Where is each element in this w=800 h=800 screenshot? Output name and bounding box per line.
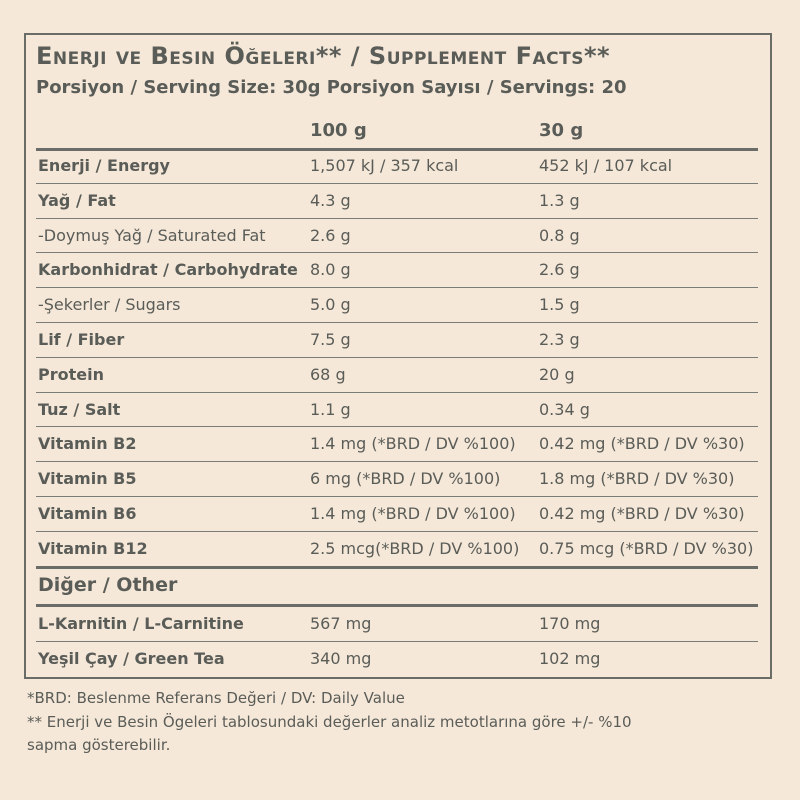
table-row: Vitamin B2 1.4 mg (*BRD / DV %100) 0.42 mg… <box>36 427 758 461</box>
value-100g: 7.5 g <box>310 330 351 349</box>
nutrient-label: Enerji / Energy <box>38 156 170 175</box>
table-row: Vitamin B6 1.4 mg (*BRD / DV %100) 0.42 mg… <box>36 497 758 531</box>
nutrient-label: -Şekerler / Sugars <box>38 295 181 315</box>
table-row: Protein 68 g 20 g <box>36 358 758 392</box>
row-divider <box>36 252 758 254</box>
table-row: Enerji / Energy 1,507 kJ / 357 kcal 452 kJ… <box>36 149 758 183</box>
value-30g: 102 mg <box>539 649 601 668</box>
value-30g: 170 mg <box>539 614 601 633</box>
table-row: Karbonhidrat / Carbohydrate 8.0 g 2.6 g <box>36 253 758 287</box>
row-divider <box>36 641 758 642</box>
value-30g: 452 kJ / 107 kcal <box>539 156 673 175</box>
row-divider <box>36 182 758 184</box>
table-end-divider <box>36 566 758 569</box>
nutrient-label: Vitamin B2 <box>38 434 137 454</box>
value-30g: 1.8 mg (*BRD / DV %30) <box>539 469 735 489</box>
table-row: Yeşil Çay / Green Tea 340 mg 102 mg <box>36 642 758 676</box>
footnote-tolerance: ** Enerji ve Besin Ögeleri tablosundaki … <box>27 713 632 731</box>
value-100g: 340 mg <box>310 649 372 668</box>
value-100g: 2.5 mcg(*BRD / DV %100) <box>310 538 520 558</box>
value-30g: 0.75 mcg (*BRD / DV %30) <box>539 538 754 558</box>
table-row: -Şekerler / Sugars 5.0 g 1.5 g <box>36 288 758 322</box>
value-100g: 68 g <box>310 364 346 384</box>
row-divider <box>36 356 758 358</box>
nutrient-label: L-Karnitin / L-Carnitine <box>38 614 244 633</box>
value-30g: 0.34 g <box>539 399 590 419</box>
nutrient-label: Vitamin B5 <box>38 469 137 489</box>
supplement-facts-panel <box>24 33 772 679</box>
value-30g: 2.3 g <box>539 330 580 349</box>
nutrient-label: Yeşil Çay / Green Tea <box>38 649 225 668</box>
footnote-brd: *BRD: Beslenme Referans Değeri / DV: Dai… <box>27 689 405 707</box>
column-header-100g: 100 g <box>310 120 367 141</box>
value-100g: 1.4 mg (*BRD / DV %100) <box>310 434 516 454</box>
other-section-title: Diğer / Other <box>38 574 178 596</box>
value-100g: 1,507 kJ / 357 kcal <box>310 156 459 175</box>
value-30g: 20 g <box>539 364 575 384</box>
row-divider <box>36 426 758 428</box>
footnote-tolerance-cont: sapma gösterebilir. <box>27 736 171 754</box>
value-30g: 0.42 mg (*BRD / DV %30) <box>539 504 745 523</box>
column-header-30g: 30 g <box>539 120 584 141</box>
row-divider <box>36 287 758 289</box>
table-row: Yağ / Fat 4.3 g 1.3 g <box>36 184 758 218</box>
nutrient-label: Vitamin B12 <box>38 538 148 558</box>
value-100g: 6 mg (*BRD / DV %100) <box>310 469 501 489</box>
value-30g: 1.5 g <box>539 295 580 315</box>
table-row: Vitamin B12 2.5 mcg(*BRD / DV %100) 0.75 m… <box>36 532 758 566</box>
value-30g: 0.42 mg (*BRD / DV %30) <box>539 434 745 454</box>
page-title: Enerji ve Besin Öğeleri** / Supplement F… <box>36 42 611 70</box>
nutrient-label: Vitamin B6 <box>38 504 137 523</box>
row-divider <box>36 217 758 219</box>
nutrient-label: Tuz / Salt <box>38 399 121 419</box>
row-divider <box>36 461 758 463</box>
value-30g: 2.6 g <box>539 260 580 280</box>
row-divider <box>36 391 758 393</box>
row-divider <box>36 322 758 323</box>
nutrient-label: Lif / Fiber <box>38 330 125 349</box>
header-divider <box>36 148 758 151</box>
table-row: L-Karnitin / L-Carnitine 567 mg 170 mg <box>36 607 758 641</box>
value-100g: 8.0 g <box>310 260 351 280</box>
table-row: -Doymuş Yağ / Saturated Fat 2.6 g 0.8 g <box>36 219 758 253</box>
nutrient-label: -Doymuş Yağ / Saturated Fat <box>38 225 266 245</box>
nutrient-label: Protein <box>38 364 104 384</box>
value-100g: 567 mg <box>310 614 372 633</box>
table-row: Lif / Fiber 7.5 g 2.3 g <box>36 323 758 357</box>
row-divider <box>36 530 758 532</box>
row-divider <box>36 496 758 497</box>
value-30g: 1.3 g <box>539 190 580 210</box>
value-100g: 1.1 g <box>310 399 351 419</box>
value-30g: 0.8 g <box>539 225 580 245</box>
table-row: Tuz / Salt 1.1 g 0.34 g <box>36 393 758 427</box>
table-row: Vitamin B5 6 mg (*BRD / DV %100) 1.8 mg (*… <box>36 462 758 496</box>
nutrient-label: Karbonhidrat / Carbohydrate <box>38 260 298 280</box>
other-divider <box>36 604 758 607</box>
nutrient-label: Yağ / Fat <box>38 190 116 210</box>
value-100g: 5.0 g <box>310 295 351 315</box>
value-100g: 1.4 mg (*BRD / DV %100) <box>310 504 516 523</box>
value-100g: 4.3 g <box>310 190 351 210</box>
value-100g: 2.6 g <box>310 225 351 245</box>
serving-info: Porsiyon / Serving Size: 30g Porsiyon Sa… <box>36 77 627 98</box>
